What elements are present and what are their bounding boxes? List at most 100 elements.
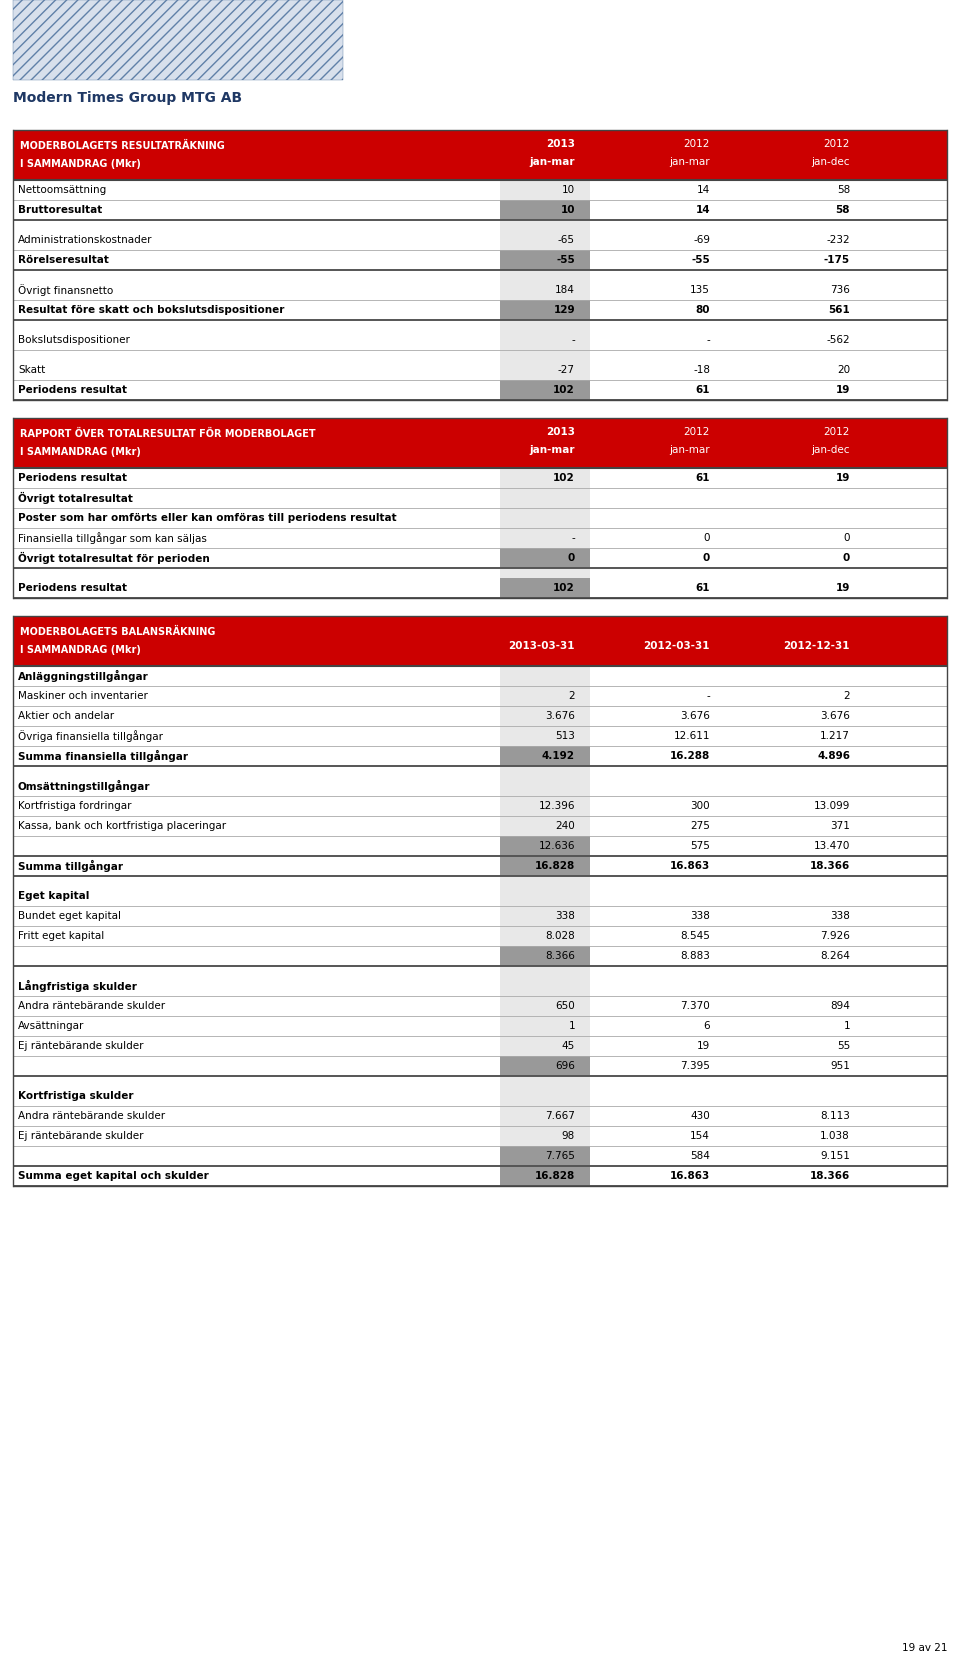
Text: 1.217: 1.217 xyxy=(820,732,850,742)
Bar xyxy=(500,836,590,856)
Text: 16.288: 16.288 xyxy=(670,752,710,762)
Text: -55: -55 xyxy=(556,254,575,264)
Text: -69: -69 xyxy=(693,234,710,244)
Text: 300: 300 xyxy=(690,802,710,812)
Text: 4.896: 4.896 xyxy=(817,752,850,762)
Text: 10: 10 xyxy=(561,205,575,215)
Text: Övrigt totalresultat för perioden: Övrigt totalresultat för perioden xyxy=(18,552,209,564)
Text: 61: 61 xyxy=(695,386,710,396)
Text: jan-mar: jan-mar xyxy=(530,156,575,166)
Text: 1: 1 xyxy=(568,1021,575,1031)
Bar xyxy=(500,946,590,966)
Bar xyxy=(13,417,947,467)
Text: MODERBOLAGETS BALANSRÄKNING: MODERBOLAGETS BALANSRÄKNING xyxy=(20,627,215,637)
Text: 14: 14 xyxy=(697,185,710,195)
Text: 19: 19 xyxy=(835,584,850,594)
Text: Övrigt totalresultat: Övrigt totalresultat xyxy=(18,492,132,504)
Text: 4.192: 4.192 xyxy=(542,752,575,762)
Text: 2: 2 xyxy=(568,692,575,702)
Text: 275: 275 xyxy=(690,822,710,832)
Bar xyxy=(500,665,590,1186)
Text: Andra räntebärande skulder: Andra räntebärande skulder xyxy=(18,1111,165,1121)
Text: Summa eget kapital och skulder: Summa eget kapital och skulder xyxy=(18,1171,208,1181)
Text: Fritt eget kapital: Fritt eget kapital xyxy=(18,931,105,941)
Text: 338: 338 xyxy=(830,911,850,921)
Text: Skatt: Skatt xyxy=(18,364,45,374)
Text: 3.676: 3.676 xyxy=(545,712,575,722)
Text: Periodens resultat: Periodens resultat xyxy=(18,584,127,594)
Text: 19: 19 xyxy=(697,1041,710,1051)
Text: 0: 0 xyxy=(704,534,710,544)
Text: Summa tillgångar: Summa tillgångar xyxy=(18,860,123,871)
Bar xyxy=(500,579,590,599)
Text: Nettoomsättning: Nettoomsättning xyxy=(18,185,107,195)
Text: Avsättningar: Avsättningar xyxy=(18,1021,84,1031)
Text: 19: 19 xyxy=(835,472,850,482)
Bar xyxy=(500,200,590,220)
Text: 6: 6 xyxy=(704,1021,710,1031)
Text: 18.366: 18.366 xyxy=(809,861,850,871)
Text: Modern Times Group MTG AB: Modern Times Group MTG AB xyxy=(13,91,242,105)
Bar xyxy=(500,1146,590,1166)
Text: -562: -562 xyxy=(827,334,850,344)
Text: 2012: 2012 xyxy=(824,427,850,437)
Text: 10: 10 xyxy=(562,185,575,195)
Text: 2012-03-31: 2012-03-31 xyxy=(643,640,710,650)
Text: 0: 0 xyxy=(843,554,850,564)
Text: jan-mar: jan-mar xyxy=(669,446,710,456)
Bar xyxy=(13,0,343,80)
Text: 338: 338 xyxy=(555,911,575,921)
Text: Ej räntebärande skulder: Ej räntebärande skulder xyxy=(18,1131,143,1141)
Text: jan-mar: jan-mar xyxy=(669,156,710,166)
Text: Kortfristiga fordringar: Kortfristiga fordringar xyxy=(18,802,132,812)
Text: 16.863: 16.863 xyxy=(670,861,710,871)
Text: Långfristiga skulder: Långfristiga skulder xyxy=(18,980,137,993)
Text: Bokslutsdispositioner: Bokslutsdispositioner xyxy=(18,334,130,344)
Text: -: - xyxy=(707,692,710,702)
Text: 2012: 2012 xyxy=(824,140,850,150)
Text: 13.099: 13.099 xyxy=(814,802,850,812)
Text: Anläggningstillgångar: Anläggningstillgångar xyxy=(18,670,149,682)
Bar xyxy=(500,549,590,569)
Text: Eget kapital: Eget kapital xyxy=(18,891,89,901)
Text: 3.676: 3.676 xyxy=(680,712,710,722)
Text: 8.545: 8.545 xyxy=(680,931,710,941)
Text: Periodens resultat: Periodens resultat xyxy=(18,386,127,396)
Text: 736: 736 xyxy=(830,284,850,294)
Bar xyxy=(500,1166,590,1186)
Text: 1.038: 1.038 xyxy=(820,1131,850,1141)
Text: 7.370: 7.370 xyxy=(681,1001,710,1011)
Text: 7.926: 7.926 xyxy=(820,931,850,941)
Text: Summa finansiella tillgångar: Summa finansiella tillgångar xyxy=(18,750,188,762)
Text: 12.396: 12.396 xyxy=(539,802,575,812)
Text: 561: 561 xyxy=(828,304,850,314)
Text: -65: -65 xyxy=(558,234,575,244)
Text: 58: 58 xyxy=(837,185,850,195)
Text: 8.113: 8.113 xyxy=(820,1111,850,1121)
Text: 338: 338 xyxy=(690,911,710,921)
Text: jan-dec: jan-dec xyxy=(811,156,850,166)
Text: 584: 584 xyxy=(690,1151,710,1161)
Text: 2012: 2012 xyxy=(684,427,710,437)
Text: 2012-12-31: 2012-12-31 xyxy=(783,640,850,650)
Text: 575: 575 xyxy=(690,841,710,851)
Text: 80: 80 xyxy=(695,304,710,314)
Text: I SAMMANDRAG (Mkr): I SAMMANDRAG (Mkr) xyxy=(20,645,141,655)
Bar xyxy=(13,615,947,665)
Text: Bundet eget kapital: Bundet eget kapital xyxy=(18,911,121,921)
Bar xyxy=(500,856,590,876)
Text: -27: -27 xyxy=(558,364,575,374)
Text: Administrationskostnader: Administrationskostnader xyxy=(18,234,153,244)
Text: 650: 650 xyxy=(555,1001,575,1011)
Text: 19 av 21: 19 av 21 xyxy=(901,1643,947,1653)
Text: -175: -175 xyxy=(824,254,850,264)
Text: 7.667: 7.667 xyxy=(545,1111,575,1121)
Text: jan-dec: jan-dec xyxy=(811,446,850,456)
Text: 8.028: 8.028 xyxy=(545,931,575,941)
Text: Kortfristiga skulder: Kortfristiga skulder xyxy=(18,1091,133,1101)
Text: Maskiner och inventarier: Maskiner och inventarier xyxy=(18,692,148,702)
Text: 0: 0 xyxy=(844,534,850,544)
Bar xyxy=(500,249,590,269)
Text: -55: -55 xyxy=(691,254,710,264)
Text: 14: 14 xyxy=(695,205,710,215)
